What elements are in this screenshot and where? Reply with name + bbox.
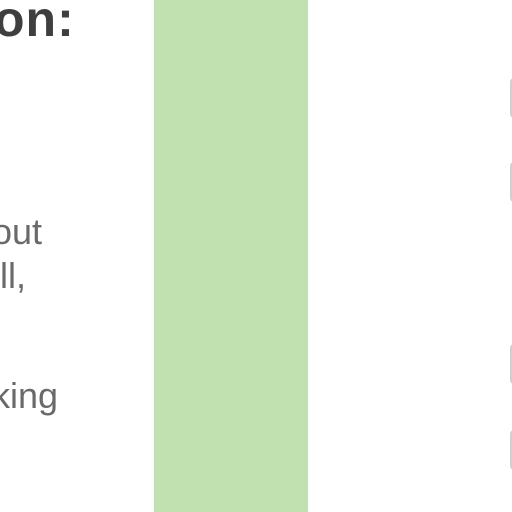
clipped-glyph [510, 162, 512, 202]
clipped-glyph [510, 344, 512, 384]
green-accent-bar [154, 0, 308, 512]
clipped-glyph [510, 78, 512, 118]
body-text-line: out [0, 211, 43, 252]
body-text-line: ill, [0, 255, 26, 296]
body-text-line: king [0, 375, 59, 416]
clipped-glyph [510, 430, 512, 470]
section-heading: on: [0, 0, 75, 47]
